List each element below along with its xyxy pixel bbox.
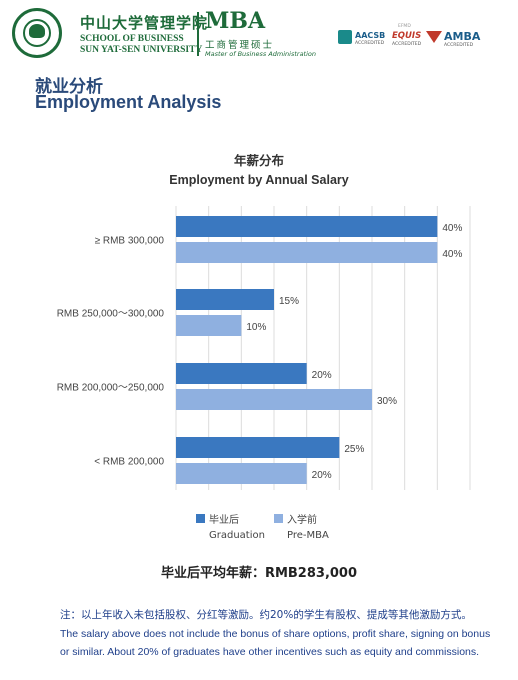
school-name-en-line2: SUN YAT-SEN UNIVERSITY xyxy=(80,45,203,55)
legend-label-cn: 入学前 xyxy=(287,513,317,526)
amba-badge: AMBA ACCREDITED xyxy=(426,28,486,48)
page-title-cn: 就业分析 xyxy=(35,77,103,97)
data-label: 15% xyxy=(279,296,299,307)
data-label: 40% xyxy=(442,249,462,260)
note-cn: 注：以上年收入未包括股权、分红等激励。约20%的学生有股权、提成等其他激励方式。 xyxy=(60,609,472,621)
amba-icon xyxy=(426,31,442,43)
aacsb-badge: AACSB ACCREDITED xyxy=(338,28,386,48)
program-title-cn: 工商管理硕士 xyxy=(205,40,275,51)
bar-premba xyxy=(176,242,438,263)
data-label: 20% xyxy=(312,470,332,481)
legend-swatch xyxy=(196,514,205,523)
university-seal-logo xyxy=(12,8,62,58)
bar-premba xyxy=(176,463,307,484)
bar-graduation xyxy=(176,363,307,384)
page-title-en: Employment Analysis xyxy=(35,92,222,112)
data-label: 30% xyxy=(377,396,397,407)
equis-badge: EFMD EQUIS ACCREDITED xyxy=(392,24,422,47)
category-label: RMB 250,000～300,000 xyxy=(57,309,165,320)
legend-label-en: Pre-MBA xyxy=(287,530,329,541)
legend-label-en: Graduation xyxy=(209,530,265,541)
program-title-en: Master of Business Administration xyxy=(205,50,317,58)
program-title: MBA xyxy=(205,8,266,34)
category-label: RMB 200,000～250,000 xyxy=(57,383,165,394)
data-label: 10% xyxy=(246,322,266,333)
bar-graduation xyxy=(176,216,438,237)
category-label: ≥ RMB 300,000 xyxy=(95,236,165,247)
legend-label-cn: 毕业后 xyxy=(209,513,239,526)
category-label: < RMB 200,000 xyxy=(94,457,164,468)
school-name-en-line1: SCHOOL OF BUSINESS xyxy=(80,34,184,44)
data-label: 25% xyxy=(344,444,364,455)
salary-bar-chart: ≥ RMB 300,000 40% 40% RMB 250,000～300,000 15… xyxy=(57,206,471,541)
bar-premba xyxy=(176,315,242,336)
chart-title-cn: 年薪分布 xyxy=(233,153,284,168)
average-salary: 毕业后平均年薪：RMB283,000 xyxy=(160,566,358,581)
data-label: 20% xyxy=(312,370,332,381)
aacsb-icon xyxy=(338,30,352,44)
legend-swatch xyxy=(274,514,283,523)
bar-graduation xyxy=(176,289,274,310)
bar-premba xyxy=(176,389,372,410)
school-name-cn: 中山大学管理学院 xyxy=(80,14,209,32)
note-en: The salary above does not include the bo… xyxy=(60,628,491,658)
chart-title-en: Employment by Annual Salary xyxy=(169,173,349,187)
header-divider xyxy=(197,12,199,56)
data-label: 40% xyxy=(442,223,462,234)
bar-graduation xyxy=(176,437,340,458)
header: 中山大学管理学院 SCHOOL OF BUSINESS SUN YAT-SEN … xyxy=(0,0,518,60)
